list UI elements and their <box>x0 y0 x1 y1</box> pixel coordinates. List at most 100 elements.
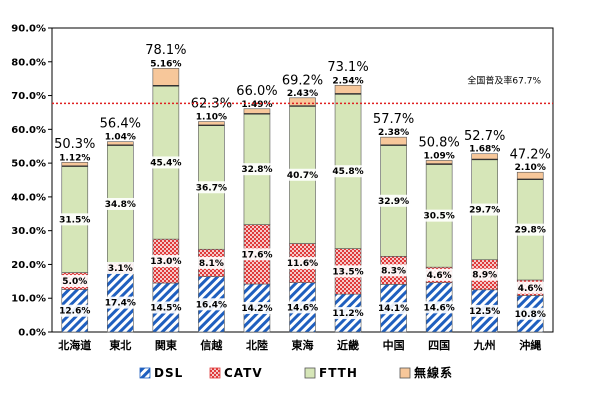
segment-label-FTTH: 29.8% <box>515 226 546 236</box>
category-label: 信越 <box>200 338 223 352</box>
category-label: 北陸 <box>246 338 268 352</box>
segment-label-DSL: 17.4% <box>105 299 136 309</box>
segment-label-CATV: 13.5% <box>332 267 363 277</box>
segment-label-DSL: 12.5% <box>469 307 500 317</box>
category-label: 北海道 <box>58 338 91 352</box>
segment-label-DSL: 14.6% <box>287 303 318 313</box>
bar-segment-無線系 <box>152 68 180 87</box>
legend-label-FTTH: FTTH <box>319 366 358 380</box>
y-tick-label: 90.0% <box>11 24 46 35</box>
segment-label-FTTH: 45.4% <box>150 158 181 168</box>
segment-label-CATV: 4.6% <box>518 284 543 294</box>
segment-label-bg <box>378 194 409 207</box>
legend-label-CATV: CATV <box>224 366 263 380</box>
y-tick-label: 70.0% <box>11 91 46 102</box>
category-label: 中国 <box>383 338 405 352</box>
reference-line-label: 全国普及率67.7% <box>467 74 541 86</box>
segment-label-bg <box>469 304 500 317</box>
segment-label-CATV: 13.0% <box>150 257 181 267</box>
segment-label-CATV: 4.6% <box>427 271 452 281</box>
segment-label-CATV: 5.0% <box>62 277 87 287</box>
segment-label-bg <box>469 268 500 281</box>
segment-label-bg <box>196 298 227 311</box>
segment-label-bg <box>333 265 364 278</box>
segment-label-DSL: 14.6% <box>424 303 455 313</box>
segment-label-DSL: 10.8% <box>515 310 546 320</box>
legend-swatch-無線系 <box>399 367 411 379</box>
segment-label-bg <box>515 281 546 294</box>
segment-label-FTTH: 32.9% <box>378 197 409 207</box>
segment-label-FTTH: 45.8% <box>332 167 363 177</box>
segment-label-bg <box>424 301 455 314</box>
total-label: 62.3% <box>191 97 232 112</box>
legend-swatch-DSL <box>139 367 151 379</box>
total-label: 47.2% <box>510 148 551 163</box>
segment-label-bg <box>59 304 90 317</box>
segment-label-bg <box>515 307 546 320</box>
segment-label-bg <box>241 163 272 176</box>
segment-label-DSL: 14.1% <box>378 304 409 314</box>
segment-label-bg <box>287 168 318 181</box>
segment-label-無線系: 1.12% <box>59 153 90 163</box>
segment-label-bg <box>196 256 227 269</box>
segment-label-bg <box>287 301 318 314</box>
segment-label-bg <box>150 156 181 169</box>
segment-label-bg <box>196 181 227 194</box>
segment-label-bg <box>105 296 136 309</box>
segment-label-bg <box>333 307 364 320</box>
category-label: 東海 <box>292 338 314 352</box>
segment-label-FTTH: 36.7% <box>196 183 227 193</box>
bar-segment-無線系 <box>380 136 407 146</box>
segment-label-DSL: 12.6% <box>59 307 90 317</box>
total-label: 78.1% <box>145 43 186 58</box>
segment-label-CATV: 3.1% <box>108 264 133 274</box>
segment-label-bg <box>150 255 181 268</box>
segment-label-bg <box>59 274 90 287</box>
total-label: 66.0% <box>236 84 277 99</box>
segment-label-無線系: 1.68% <box>469 145 500 155</box>
total-label: 57.7% <box>373 112 414 127</box>
y-tick-label: 20.0% <box>11 260 46 271</box>
segment-label-CATV: 8.1% <box>199 259 224 269</box>
bar-segment-無線系 <box>289 97 316 107</box>
y-tick-label: 50.0% <box>11 159 46 170</box>
legend-swatch-FTTH <box>304 367 316 379</box>
category-label: 東北 <box>109 338 131 352</box>
total-label: 56.4% <box>100 116 141 131</box>
segment-label-FTTH: 31.5% <box>59 215 90 225</box>
segment-label-FTTH: 34.8% <box>105 200 136 210</box>
segment-label-無線系: 2.38% <box>378 128 409 138</box>
segment-label-無線系: 1.10% <box>196 113 227 123</box>
segment-label-無線系: 2.43% <box>287 89 318 99</box>
segment-label-CATV: 17.6% <box>241 250 272 260</box>
total-label: 52.7% <box>464 129 505 144</box>
segment-label-bg <box>59 213 90 226</box>
total-label: 73.1% <box>327 60 368 75</box>
y-tick-label: 10.0% <box>11 294 46 305</box>
segment-label-FTTH: 40.7% <box>287 171 318 181</box>
total-label: 50.8% <box>418 135 459 150</box>
y-tick-label: 0.0% <box>18 328 46 339</box>
total-label: 50.3% <box>54 137 95 152</box>
segment-label-DSL: 14.5% <box>150 304 181 314</box>
segment-label-CATV: 11.6% <box>287 259 318 269</box>
legend-swatch-CATV <box>209 367 221 379</box>
bar-segment-無線系 <box>334 84 362 95</box>
category-label: 近畿 <box>337 338 359 352</box>
segment-label-無線系: 1.49% <box>241 100 272 110</box>
segment-label-bg <box>287 257 318 270</box>
category-label: 九州 <box>473 338 496 352</box>
segment-label-bg <box>378 302 409 315</box>
segment-label-bg <box>378 264 409 277</box>
segment-label-CATV: 8.9% <box>472 271 497 281</box>
segment-label-bg <box>515 223 546 236</box>
segment-label-DSL: 16.4% <box>196 300 227 310</box>
segment-label-無線系: 1.09% <box>424 151 455 161</box>
segment-label-DSL: 14.2% <box>241 304 272 314</box>
segment-label-bg <box>241 302 272 315</box>
segment-label-無線系: 5.16% <box>150 59 181 69</box>
category-label: 関東 <box>155 338 178 352</box>
segment-label-bg <box>105 261 136 274</box>
